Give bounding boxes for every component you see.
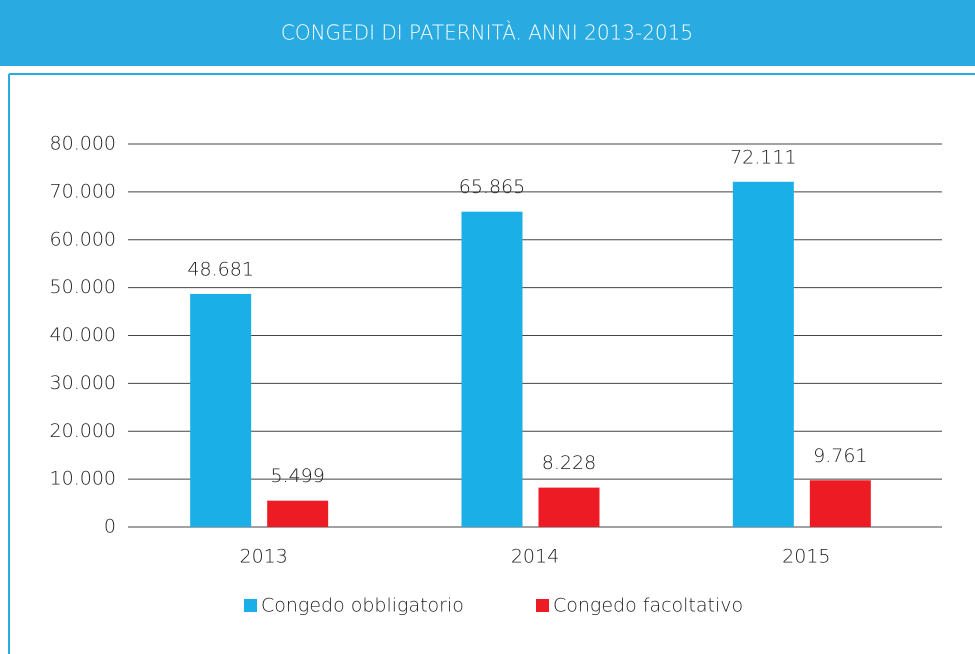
- data-label: 65.865: [459, 176, 525, 198]
- y-tick-label: 50.000: [50, 276, 116, 298]
- legend-label: Congedo obbligatorio: [261, 595, 464, 617]
- x-tick-label: 2015: [782, 546, 830, 568]
- y-tick-label: 70.000: [50, 180, 116, 202]
- x-tick-label: 2013: [239, 546, 287, 568]
- bar: [732, 181, 794, 527]
- data-label: 8.228: [542, 452, 596, 474]
- legend-label: Congedo facoltativo: [553, 595, 743, 617]
- data-label: 48.681: [187, 258, 253, 280]
- data-label: 5.499: [270, 465, 324, 487]
- bar: [190, 293, 252, 527]
- legend-swatch: [536, 599, 549, 612]
- y-tick-label: 40.000: [50, 324, 116, 346]
- y-tick-label: 80.000: [50, 133, 116, 155]
- bar: [461, 211, 523, 527]
- bar: [538, 487, 600, 527]
- y-tick-label: 10.000: [50, 468, 116, 490]
- y-tick-label: 60.000: [50, 228, 116, 250]
- data-label: 72.111: [730, 146, 796, 168]
- data-label: 9.761: [813, 445, 867, 467]
- bar: [809, 480, 871, 527]
- y-tick-label: 20.000: [50, 420, 116, 442]
- y-tick-label: 0: [104, 516, 116, 538]
- title-banner: [0, 0, 975, 66]
- legend-swatch: [244, 599, 257, 612]
- chart-title: CONGEDI DI PATERNITÀ. ANNI 2013-2015: [281, 21, 693, 45]
- y-tick-label: 30.000: [50, 372, 116, 394]
- x-tick-label: 2014: [511, 546, 559, 568]
- bar: [267, 500, 329, 527]
